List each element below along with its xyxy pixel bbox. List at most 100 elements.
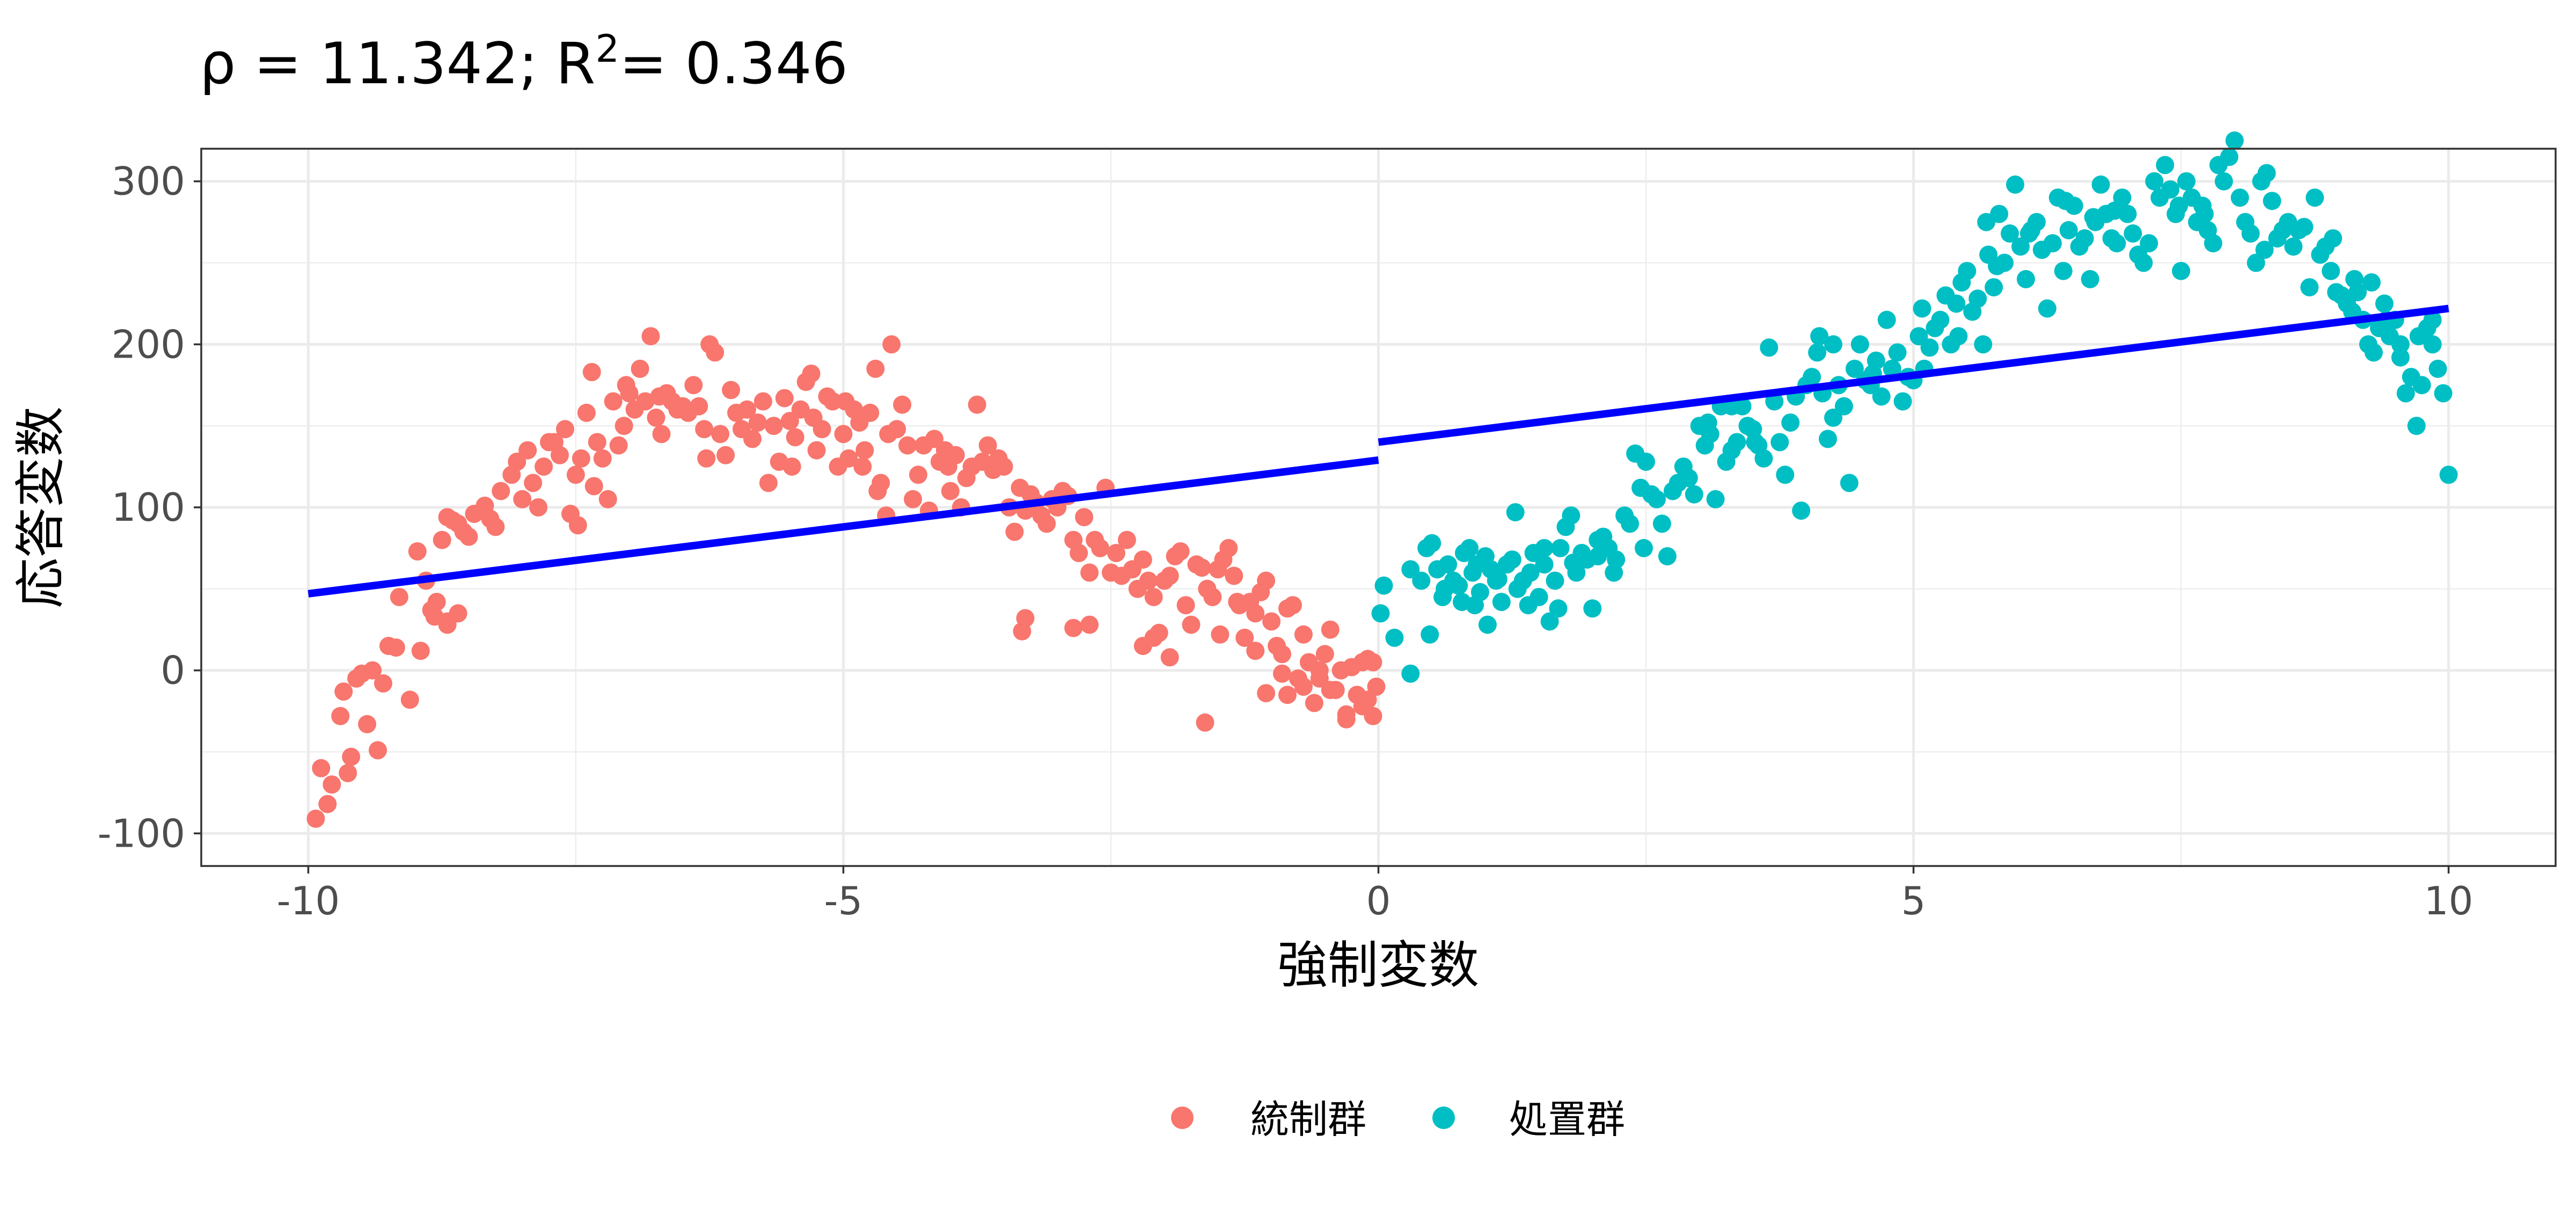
control-point xyxy=(1294,625,1313,644)
control-point xyxy=(369,741,387,760)
treatment-point xyxy=(2300,278,2319,297)
data-points xyxy=(306,131,2458,828)
control-point xyxy=(1091,538,1109,557)
treatment-point xyxy=(1803,368,1821,387)
treatment-point xyxy=(2006,175,2024,194)
treatment-point xyxy=(2105,201,2124,220)
control-point xyxy=(572,449,590,468)
control-point xyxy=(925,430,943,448)
treatment-point xyxy=(2204,234,2222,253)
treatment-point xyxy=(2345,270,2364,288)
treatment-point xyxy=(1546,571,1564,590)
control-point xyxy=(1257,571,1276,590)
control-point xyxy=(823,392,842,411)
control-point xyxy=(1080,615,1099,634)
control-point xyxy=(1353,697,1372,716)
control-point xyxy=(834,425,853,443)
treatment-point xyxy=(2075,229,2094,248)
treatment-point xyxy=(2011,237,2030,256)
control-point xyxy=(780,412,799,431)
treatment-point xyxy=(2056,192,2075,210)
treatment-point xyxy=(2230,188,2249,207)
treatment-point xyxy=(1540,612,1559,631)
control-point xyxy=(1273,645,1291,664)
control-point xyxy=(753,392,772,411)
control-point xyxy=(363,661,382,680)
control-point xyxy=(1070,544,1088,562)
treatment-point xyxy=(2134,253,2153,272)
control-point xyxy=(898,436,917,455)
control-point xyxy=(390,588,408,606)
treatment-point xyxy=(2016,270,2035,288)
treatment-point xyxy=(1699,413,1717,432)
y-tick-label: 200 xyxy=(112,322,185,367)
legend: 統制群 処置群 xyxy=(1171,1097,1625,1142)
control-point xyxy=(1246,604,1265,623)
control-point xyxy=(1321,620,1340,639)
treatment-point xyxy=(1888,343,1907,362)
control-point xyxy=(775,389,794,407)
x-axis-title: 強制変数 xyxy=(1277,936,1479,995)
treatment-point xyxy=(1583,599,1602,618)
treatment-point xyxy=(2140,234,2158,253)
legend-label-treatment: 処置群 xyxy=(1509,1097,1625,1142)
y-tick-label: 0 xyxy=(160,648,185,693)
treatment-point xyxy=(2145,172,2164,191)
control-point xyxy=(1228,593,1247,612)
control-point xyxy=(433,530,451,549)
treatment-point xyxy=(1819,430,1837,448)
treatment-point xyxy=(1776,465,1795,484)
control-point xyxy=(374,674,392,693)
treatment-point xyxy=(2365,343,2383,362)
control-point xyxy=(722,381,741,399)
control-point xyxy=(614,417,633,435)
treatment-point xyxy=(1781,413,1800,432)
control-point xyxy=(598,490,617,508)
control-point xyxy=(968,395,986,414)
treatment-point xyxy=(2409,327,2428,346)
treatment-point xyxy=(1845,359,1864,378)
treatment-point xyxy=(1977,213,1996,231)
treatment-point xyxy=(1679,469,1698,487)
control-point xyxy=(748,413,767,432)
treatment-point xyxy=(2396,384,2415,403)
control-point xyxy=(1192,558,1211,577)
treatment-point xyxy=(2284,237,2303,256)
control-point xyxy=(1005,522,1024,541)
treatment-point xyxy=(1913,299,1931,318)
control-point xyxy=(1211,625,1230,644)
treatment-point xyxy=(2423,310,2442,329)
control-point xyxy=(782,457,801,476)
treatment-point xyxy=(1824,335,1842,354)
control-point xyxy=(813,420,831,439)
control-point xyxy=(323,775,341,794)
control-point xyxy=(652,425,671,443)
treatment-point xyxy=(1423,534,1441,552)
control-point xyxy=(556,420,574,439)
control-point xyxy=(334,682,353,701)
legend-key-treatment xyxy=(1432,1107,1455,1129)
control-point xyxy=(1278,686,1297,704)
treatment-point xyxy=(2412,376,2431,395)
control-point xyxy=(1284,596,1302,615)
control-point xyxy=(872,474,890,492)
control-point xyxy=(631,359,649,378)
treatment-point xyxy=(1549,599,1568,618)
y-axis-title: 応答変数 xyxy=(12,406,70,608)
treatment-point xyxy=(1883,359,1901,378)
control-point xyxy=(312,759,331,777)
treatment-point xyxy=(1470,583,1489,601)
treatment-point xyxy=(1746,433,1765,452)
control-point xyxy=(888,420,906,439)
control-point xyxy=(994,457,1013,476)
treatment-point xyxy=(1453,593,1471,612)
treatment-point xyxy=(2195,205,2214,223)
treatment-point xyxy=(2156,156,2175,174)
control-point xyxy=(342,747,361,766)
control-point xyxy=(759,474,778,492)
treatment-point xyxy=(2306,188,2324,207)
control-point xyxy=(411,642,430,660)
control-point xyxy=(518,441,537,460)
treatment-point xyxy=(1635,538,1653,557)
treatment-point xyxy=(1607,550,1626,569)
